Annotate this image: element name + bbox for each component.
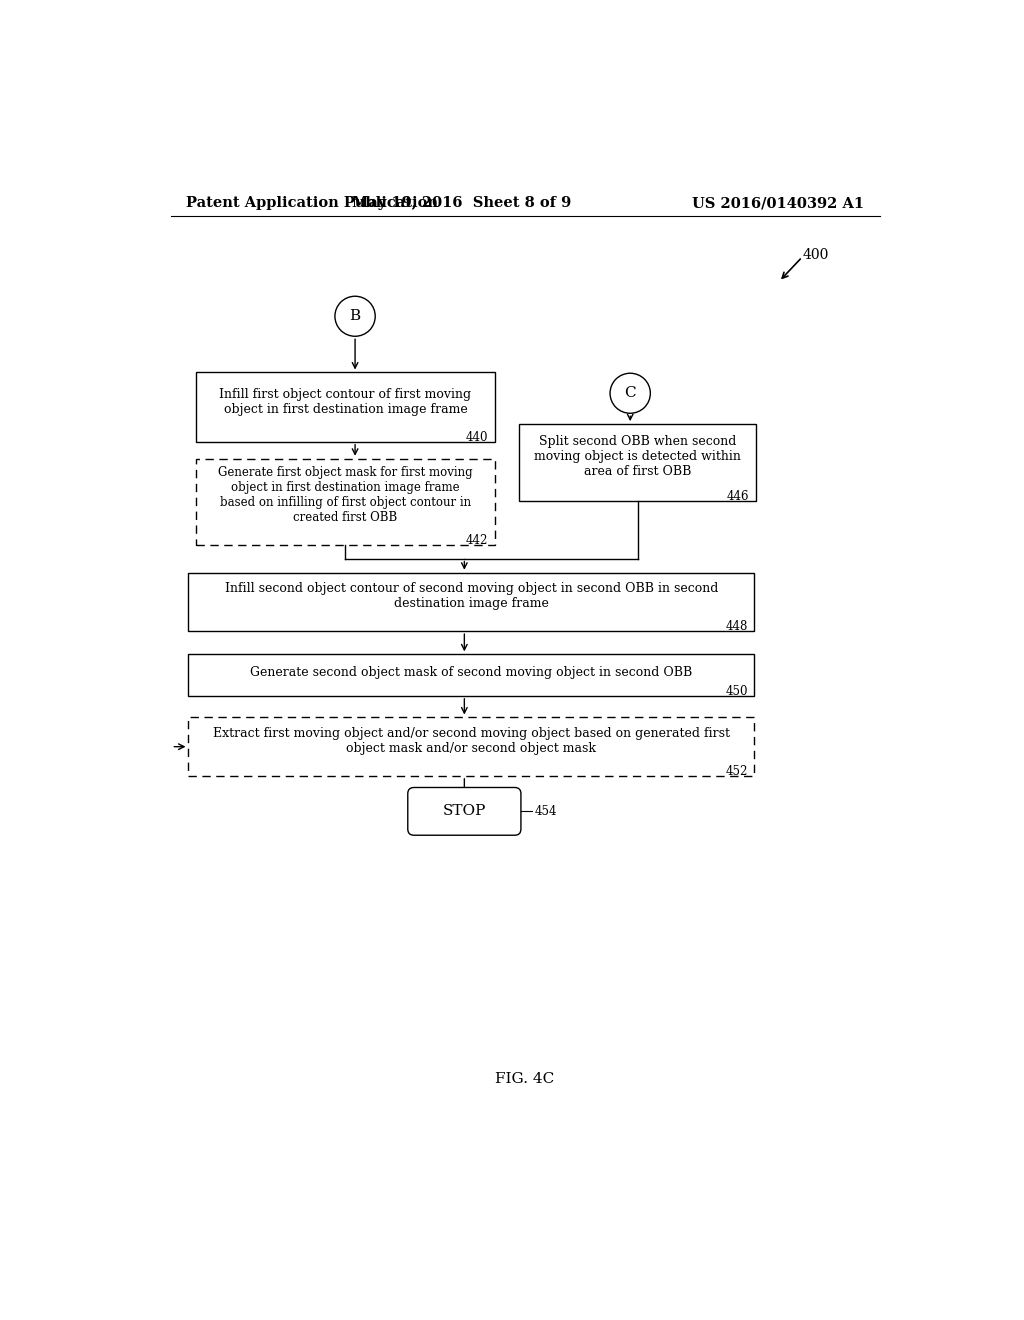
Text: Extract first moving object and/or second moving object based on generated first: Extract first moving object and/or secon…: [213, 727, 730, 755]
Text: Infill first object contour of first moving
object in first destination image fr: Infill first object contour of first mov…: [219, 388, 471, 416]
Bar: [519, 424, 756, 502]
Bar: [197, 459, 495, 545]
Bar: [188, 573, 755, 631]
Text: 440: 440: [466, 430, 488, 444]
Circle shape: [610, 374, 650, 413]
Text: Generate second object mask of second moving object in second OBB: Generate second object mask of second mo…: [250, 667, 692, 680]
Text: C: C: [625, 387, 636, 400]
Text: 452: 452: [726, 766, 748, 779]
Text: 454: 454: [535, 805, 557, 818]
Text: US 2016/0140392 A1: US 2016/0140392 A1: [692, 197, 864, 210]
FancyBboxPatch shape: [408, 788, 521, 836]
Text: Infill second object contour of second moving object in second OBB in second
des: Infill second object contour of second m…: [224, 582, 718, 610]
Text: 446: 446: [727, 490, 750, 503]
Text: 448: 448: [726, 620, 748, 634]
Text: Generate first object mask for first moving
object in first destination image fr: Generate first object mask for first mov…: [218, 466, 473, 524]
Text: May 19, 2016  Sheet 8 of 9: May 19, 2016 Sheet 8 of 9: [351, 197, 570, 210]
Circle shape: [335, 296, 375, 337]
Bar: [188, 655, 755, 696]
Text: 450: 450: [725, 685, 748, 698]
Text: FIG. 4C: FIG. 4C: [496, 1072, 554, 1085]
Text: Split second OBB when second
moving object is detected within
area of first OBB: Split second OBB when second moving obje…: [535, 434, 741, 478]
Text: Patent Application Publication: Patent Application Publication: [186, 197, 438, 210]
Text: STOP: STOP: [442, 804, 486, 818]
Text: 400: 400: [802, 248, 828, 261]
Text: B: B: [349, 309, 360, 323]
Bar: [188, 718, 755, 776]
Text: 442: 442: [466, 535, 488, 548]
Bar: [197, 372, 495, 442]
